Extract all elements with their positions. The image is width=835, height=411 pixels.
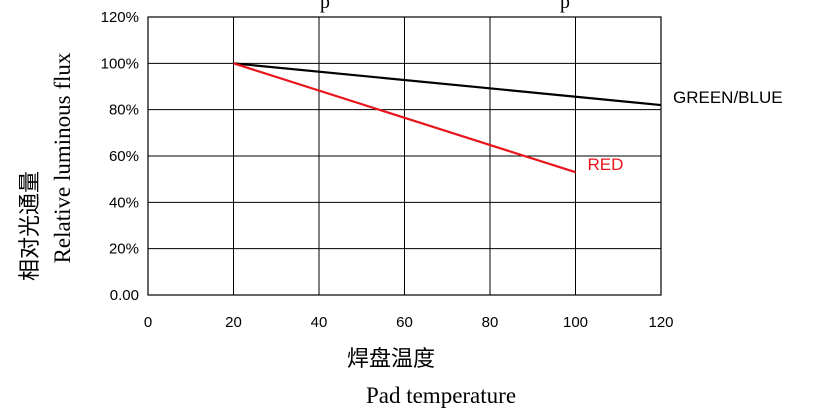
x-axis-title-en: Pad temperature bbox=[366, 383, 516, 408]
y-tick-label: 20% bbox=[109, 241, 139, 258]
y-tick-label: 80% bbox=[109, 102, 139, 119]
y-axis-title-cn: 相对光通量 bbox=[18, 171, 43, 281]
x-tick-label: 100 bbox=[563, 314, 588, 331]
y-tick-label: 60% bbox=[109, 148, 139, 165]
x-tick-label: 80 bbox=[482, 314, 499, 331]
grid bbox=[147, 16, 662, 296]
x-tick-label: 60 bbox=[396, 314, 413, 331]
x-axis-title-cn: 焊盘温度 bbox=[347, 347, 435, 372]
y-tick-labels: 0.00 20% 40% 60% 80% 100% 120% bbox=[101, 9, 139, 304]
x-tick-label: 120 bbox=[648, 314, 673, 331]
y-tick-label: 0.00 bbox=[110, 287, 139, 304]
x-tick-label: 40 bbox=[311, 314, 328, 331]
y-tick-label: 120% bbox=[101, 9, 139, 26]
series-line-green-blue bbox=[233, 62, 662, 107]
series-line-red bbox=[233, 62, 576, 174]
series-layer bbox=[233, 62, 662, 174]
series-labels: GREEN/BLUE RED bbox=[588, 88, 783, 174]
series-label-green-blue: GREEN/BLUE bbox=[673, 88, 783, 107]
plot-frame bbox=[147, 16, 662, 296]
chart-top-text: p p bbox=[320, 0, 570, 13]
x-tick-label: 0 bbox=[144, 314, 152, 331]
x-tick-label: 20 bbox=[225, 314, 242, 331]
y-axis-title: 相对光通量 Relative luminous flux bbox=[18, 52, 75, 281]
y-axis-title-en: Relative luminous flux bbox=[50, 52, 75, 263]
y-tick-label: 100% bbox=[101, 55, 139, 72]
y-tick-label: 40% bbox=[109, 194, 139, 211]
series-label-red: RED bbox=[588, 155, 624, 174]
x-tick-labels: 0 20 40 60 80 100 120 bbox=[144, 314, 674, 331]
